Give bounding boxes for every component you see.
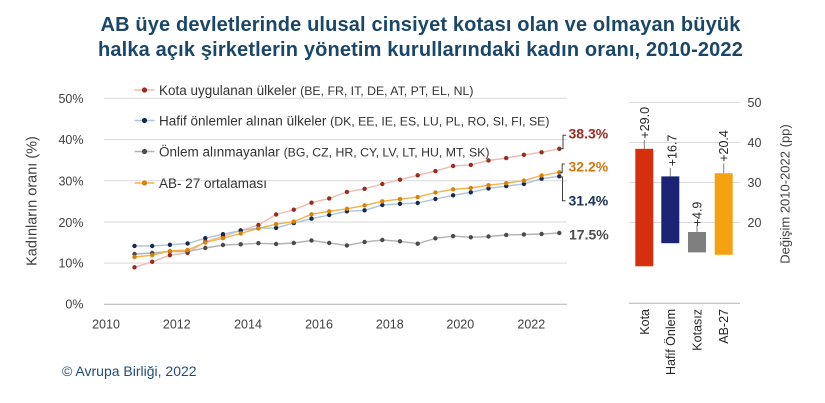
svg-text:31.4%: 31.4% xyxy=(569,192,609,208)
svg-text:+29.0: +29.0 xyxy=(638,107,652,139)
svg-text:30: 30 xyxy=(748,176,762,190)
svg-text:38.3%: 38.3% xyxy=(569,126,609,142)
svg-text:+16.7: +16.7 xyxy=(665,135,679,167)
svg-text:2010: 2010 xyxy=(92,318,120,332)
svg-text:17.5%: 17.5% xyxy=(569,227,609,243)
svg-text:40: 40 xyxy=(748,136,762,150)
svg-text:2018: 2018 xyxy=(376,318,404,332)
svg-text:50%: 50% xyxy=(58,92,83,106)
svg-text:0%: 0% xyxy=(65,298,83,312)
svg-text:AB- 27 ortalaması: AB- 27 ortalaması xyxy=(159,176,267,191)
svg-text:2020: 2020 xyxy=(446,318,474,332)
svg-text:20: 20 xyxy=(748,216,762,230)
svg-text:30%: 30% xyxy=(58,174,83,188)
svg-text:Hafif önlemler alınan ülkeler: Hafif önlemler alınan ülkeler (DK, EE, I… xyxy=(159,113,549,128)
svg-text:Önlem alınmayanlar (BG, CZ, HR: Önlem alınmayanlar (BG, CZ, HR, CY, LV, … xyxy=(159,144,489,159)
svg-text:Hafif Önlem: Hafif Önlem xyxy=(664,309,678,375)
svg-text:2022: 2022 xyxy=(517,318,545,332)
svg-text:2012: 2012 xyxy=(163,318,191,332)
svg-text:Kota: Kota xyxy=(638,309,652,335)
svg-text:40%: 40% xyxy=(58,133,83,147)
svg-text:20%: 20% xyxy=(58,216,83,230)
svg-text:+4.9: +4.9 xyxy=(691,202,705,227)
svg-text:Değişim 2010-2022 (pp): Değişim 2010-2022 (pp) xyxy=(778,124,793,263)
svg-text:2016: 2016 xyxy=(305,318,333,332)
svg-text:Kadınların oranı (%): Kadınların oranı (%) xyxy=(25,136,41,266)
svg-text:+20.4: +20.4 xyxy=(717,130,731,162)
svg-text:50: 50 xyxy=(748,96,762,110)
svg-text:10%: 10% xyxy=(58,257,83,271)
svg-text:32.2%: 32.2% xyxy=(569,159,609,175)
svg-text:2014: 2014 xyxy=(234,318,262,332)
svg-text:Kota uygulanan ülkeler (BE, F: Kota uygulanan ülkeler (BE, FR, IT, DE, … xyxy=(159,83,473,98)
svg-text:AB-27: AB-27 xyxy=(717,309,731,344)
svg-text:Kotasız: Kotasız xyxy=(691,309,705,351)
